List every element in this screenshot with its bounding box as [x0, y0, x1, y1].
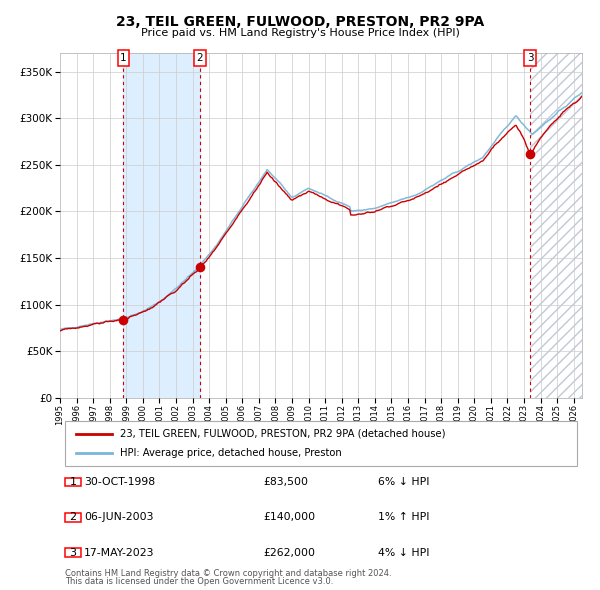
Text: 1% ↑ HPI: 1% ↑ HPI [379, 512, 430, 522]
Text: 1: 1 [70, 477, 77, 487]
Bar [124, 53, 200, 398]
Text: 1: 1 [120, 53, 127, 63]
Text: 17-MAY-2023: 17-MAY-2023 [84, 548, 154, 558]
Bar [530, 53, 582, 398]
Text: 06-JUN-2003: 06-JUN-2003 [84, 512, 154, 522]
Bar [530, 53, 582, 398]
Text: 23, TEIL GREEN, FULWOOD, PRESTON, PR2 9PA (detached house): 23, TEIL GREEN, FULWOOD, PRESTON, PR2 9P… [120, 429, 446, 439]
Text: Contains HM Land Registry data © Crown copyright and database right 2024.: Contains HM Land Registry data © Crown c… [65, 569, 392, 578]
Text: HPI: Average price, detached house, Preston: HPI: Average price, detached house, Pres… [120, 448, 342, 458]
Point [195, 263, 205, 272]
Text: Price paid vs. HM Land Registry's House Price Index (HPI): Price paid vs. HM Land Registry's House … [140, 28, 460, 38]
Text: £83,500: £83,500 [263, 477, 308, 487]
Text: 3: 3 [70, 548, 77, 558]
Text: 23, TEIL GREEN, FULWOOD, PRESTON, PR2 9PA: 23, TEIL GREEN, FULWOOD, PRESTON, PR2 9P… [116, 15, 484, 29]
Text: 2: 2 [196, 53, 203, 63]
FancyBboxPatch shape [65, 513, 81, 522]
Text: 2: 2 [70, 512, 77, 522]
FancyBboxPatch shape [65, 421, 577, 466]
Text: 30-OCT-1998: 30-OCT-1998 [84, 477, 155, 487]
Text: 6% ↓ HPI: 6% ↓ HPI [379, 477, 430, 487]
Text: £140,000: £140,000 [263, 512, 316, 522]
Text: This data is licensed under the Open Government Licence v3.0.: This data is licensed under the Open Gov… [65, 576, 334, 586]
FancyBboxPatch shape [65, 478, 81, 486]
Point [526, 149, 535, 158]
Text: 4% ↓ HPI: 4% ↓ HPI [379, 548, 430, 558]
Point [119, 315, 128, 324]
Text: £262,000: £262,000 [263, 548, 316, 558]
FancyBboxPatch shape [65, 548, 81, 557]
Text: 3: 3 [527, 53, 533, 63]
